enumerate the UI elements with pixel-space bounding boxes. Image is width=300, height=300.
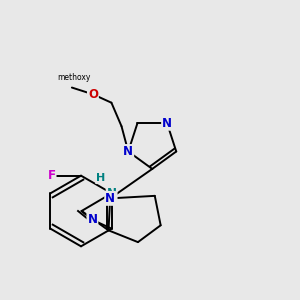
Text: N: N: [106, 187, 117, 200]
Text: N: N: [105, 192, 115, 205]
Text: O: O: [88, 88, 98, 101]
Text: N: N: [162, 117, 172, 130]
Text: methoxy: methoxy: [58, 73, 91, 82]
Text: N: N: [123, 145, 133, 158]
Text: F: F: [48, 169, 56, 182]
Text: N: N: [87, 213, 98, 226]
Text: H: H: [96, 173, 105, 183]
